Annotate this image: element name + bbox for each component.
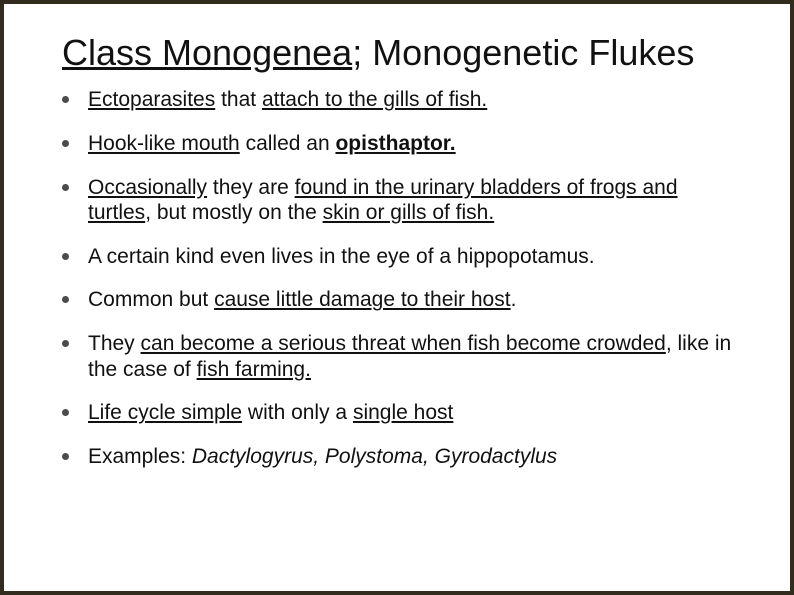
text-run: They [88,332,141,355]
text-run: with only a [242,401,353,424]
list-item: A certain kind even lives in the eye of … [62,244,738,270]
title-underlined: Class Monogenea [62,32,352,73]
text-run: single host [353,401,453,424]
text-run: Life cycle simple [88,401,242,424]
title-rest: ; Monogenetic Flukes [352,32,694,73]
text-run: Occasionally [88,176,207,199]
slide-title: Class Monogenea; Monogenetic Flukes [62,32,738,73]
text-run: Common but [88,288,214,311]
list-item: Ectoparasites that attach to the gills o… [62,87,738,113]
text-run: cause little damage to their host [214,288,511,311]
text-run: fish farming. [197,358,311,381]
slide: Class Monogenea; Monogenetic Flukes Ecto… [0,0,794,595]
bullet-list: Ectoparasites that attach to the gills o… [56,87,738,469]
list-item: Examples: Dactylogyrus, Polystoma, Gyrod… [62,444,738,470]
text-run: . [511,288,517,311]
text-run: opisthaptor. [335,132,455,155]
text-run: Ectoparasites [88,88,215,111]
text-run: skin or gills of fish. [323,201,495,224]
list-item: Occasionally they are found in the urina… [62,175,738,226]
text-run: Hook-like mouth [88,132,240,155]
text-run: they are [207,176,295,199]
text-run: A certain kind even lives in the eye of … [88,245,595,268]
text-run: called an [240,132,336,155]
list-item: They can become a serious threat when fi… [62,331,738,382]
list-item: Hook-like mouth called an opisthaptor. [62,131,738,157]
text-run: attach to the gills of fish. [262,88,487,111]
text-run: can become a serious threat when fish be… [141,332,666,355]
text-run: Examples: [88,445,192,468]
list-item: Common but cause little damage to their … [62,287,738,313]
list-item: Life cycle simple with only a single hos… [62,400,738,426]
text-run: that [215,88,262,111]
text-run: , but mostly on the [145,201,322,224]
text-run: Dactylogyrus, Polystoma, Gyrodactylus [192,445,557,468]
